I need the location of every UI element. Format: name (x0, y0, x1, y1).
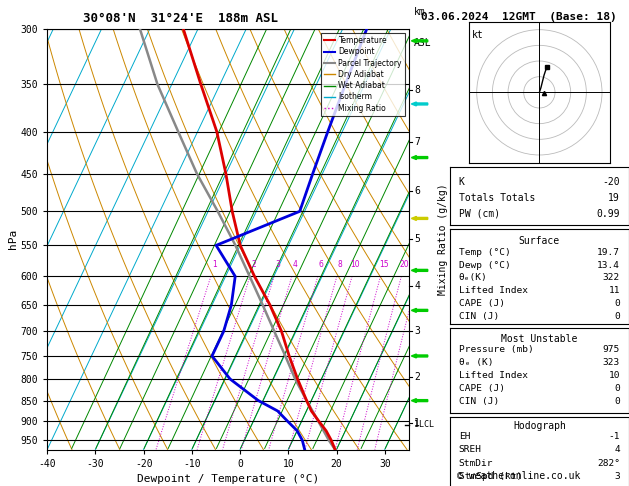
Text: θₑ (K): θₑ (K) (459, 358, 493, 367)
Text: StmSpd (kt): StmSpd (kt) (459, 472, 522, 481)
Text: 1: 1 (213, 260, 217, 269)
Text: 975: 975 (603, 345, 620, 354)
Text: 20: 20 (399, 260, 409, 269)
Text: 4: 4 (293, 260, 298, 269)
Text: 10: 10 (350, 260, 360, 269)
Text: 8: 8 (338, 260, 343, 269)
Text: 5: 5 (415, 234, 420, 244)
Text: 13.4: 13.4 (597, 260, 620, 270)
Text: 15: 15 (379, 260, 389, 269)
Text: 0: 0 (615, 398, 620, 406)
Text: Most Unstable: Most Unstable (501, 333, 577, 344)
Text: EH: EH (459, 432, 470, 441)
Text: 2: 2 (415, 372, 420, 382)
Text: 3: 3 (276, 260, 280, 269)
Text: Pressure (mb): Pressure (mb) (459, 345, 533, 354)
Legend: Temperature, Dewpoint, Parcel Trajectory, Dry Adiabat, Wet Adiabat, Isotherm, Mi: Temperature, Dewpoint, Parcel Trajectory… (321, 33, 405, 116)
X-axis label: Dewpoint / Temperature (°C): Dewpoint / Temperature (°C) (137, 474, 319, 484)
Text: 3: 3 (415, 327, 420, 336)
Text: Lifted Index: Lifted Index (459, 371, 528, 380)
Text: 0: 0 (615, 384, 620, 393)
Text: K: K (459, 177, 465, 187)
Text: 4: 4 (415, 281, 420, 291)
Text: 25: 25 (416, 260, 426, 269)
Text: -1: -1 (608, 432, 620, 441)
Text: Hodograph: Hodograph (513, 421, 566, 432)
Text: 1LCL: 1LCL (415, 420, 434, 430)
Text: CAPE (J): CAPE (J) (459, 299, 504, 308)
Text: PW (cm): PW (cm) (459, 208, 500, 219)
Text: 282°: 282° (597, 459, 620, 468)
Text: 10: 10 (608, 371, 620, 380)
Text: 8: 8 (415, 85, 420, 95)
Text: 19.7: 19.7 (597, 248, 620, 257)
Text: -20: -20 (603, 177, 620, 187)
Text: StmDir: StmDir (459, 459, 493, 468)
Text: 6: 6 (319, 260, 324, 269)
Text: ASL: ASL (415, 37, 432, 48)
Text: 0: 0 (615, 312, 620, 321)
Text: Mixing Ratio (g/kg): Mixing Ratio (g/kg) (438, 184, 448, 295)
Text: θₑ(K): θₑ(K) (459, 274, 487, 282)
Text: Surface: Surface (519, 236, 560, 245)
Text: Lifted Index: Lifted Index (459, 286, 528, 295)
Text: Dewp (°C): Dewp (°C) (459, 260, 511, 270)
Text: 0.99: 0.99 (596, 208, 620, 219)
Text: 19: 19 (608, 193, 620, 203)
Text: 0: 0 (615, 299, 620, 308)
Text: Totals Totals: Totals Totals (459, 193, 535, 203)
Text: CIN (J): CIN (J) (459, 312, 499, 321)
Text: 2: 2 (251, 260, 256, 269)
Text: CIN (J): CIN (J) (459, 398, 499, 406)
Text: CAPE (J): CAPE (J) (459, 384, 504, 393)
Text: 323: 323 (603, 358, 620, 367)
Text: SREH: SREH (459, 445, 482, 454)
Text: © weatheronline.co.uk: © weatheronline.co.uk (457, 471, 581, 481)
Text: 322: 322 (603, 274, 620, 282)
Text: 1: 1 (415, 418, 420, 428)
Text: km: km (415, 6, 426, 17)
Text: 4: 4 (615, 445, 620, 454)
Text: 30°08'N  31°24'E  188m ASL: 30°08'N 31°24'E 188m ASL (82, 12, 277, 25)
Text: Temp (°C): Temp (°C) (459, 248, 511, 257)
Text: 03.06.2024  12GMT  (Base: 18): 03.06.2024 12GMT (Base: 18) (421, 12, 617, 22)
Text: 6: 6 (415, 186, 420, 196)
Y-axis label: hPa: hPa (8, 229, 18, 249)
Text: 3: 3 (615, 472, 620, 481)
Text: 11: 11 (608, 286, 620, 295)
Text: 7: 7 (415, 138, 420, 147)
Text: kt: kt (472, 30, 484, 40)
